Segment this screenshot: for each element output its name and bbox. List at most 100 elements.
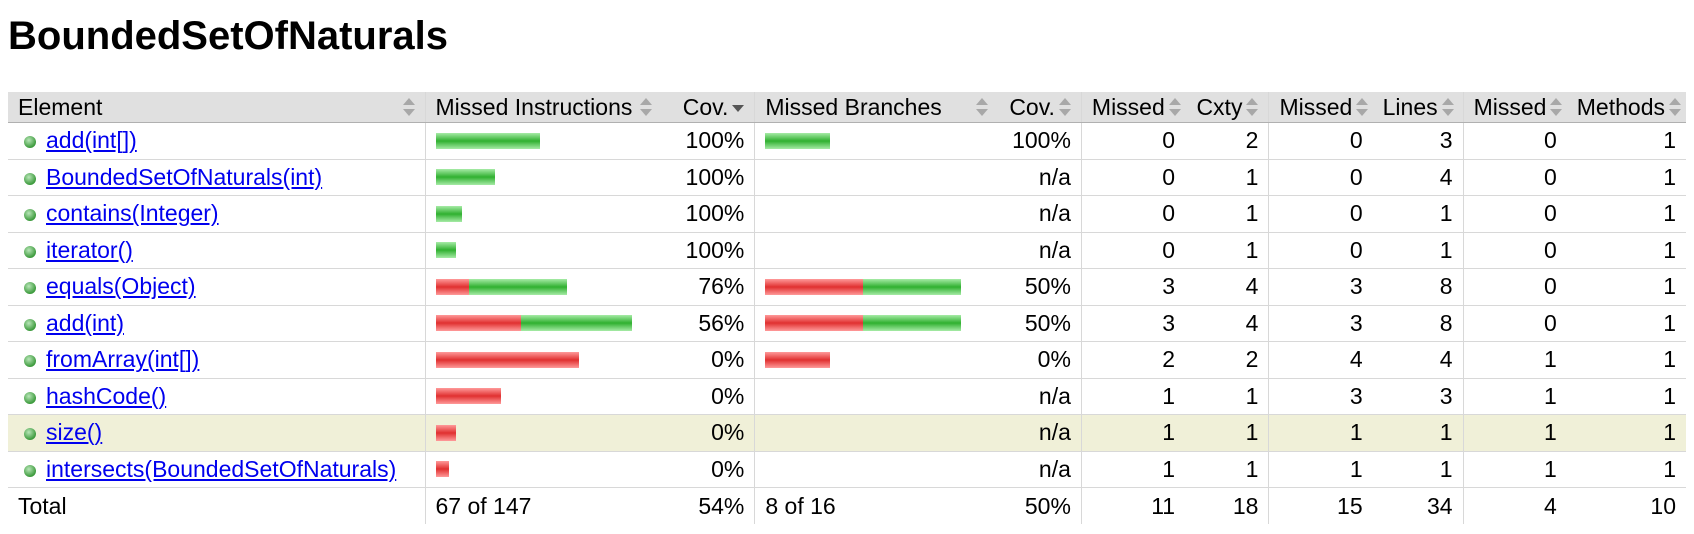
cxty-cell: 1	[1185, 195, 1269, 233]
element-cell: contains(Integer)	[8, 195, 426, 233]
lines-cell: 3	[1372, 378, 1464, 415]
col-lines[interactable]: Lines	[1372, 92, 1464, 123]
col-missed-lines[interactable]: Missed	[1268, 92, 1373, 123]
missed-lines-cell: 3	[1268, 305, 1373, 342]
missed-instructions-cell	[424, 195, 663, 233]
total-instructions: 67 of 147	[424, 487, 663, 524]
missed-methods-cell: 1	[1462, 451, 1567, 488]
element-link[interactable]: BoundedSetOfNaturals(int)	[46, 163, 323, 190]
element-link[interactable]: fromArray(int[])	[46, 346, 200, 373]
col-missed-cxty[interactable]: Missed	[1080, 92, 1186, 123]
missed-bar-segment	[435, 424, 456, 441]
missed-methods-cell: 0	[1462, 305, 1567, 342]
lines-cell: 8	[1372, 305, 1464, 342]
cxty-cell: 2	[1185, 122, 1269, 160]
cxty-cell: 4	[1185, 305, 1269, 342]
total-branch-cov: 50%	[1024, 492, 1071, 519]
missed-methods-cell: 0	[1462, 268, 1567, 306]
coverage-table: Element Missed Instructions Cov. Missed …	[8, 92, 1686, 524]
coverage-bar	[435, 242, 653, 259]
col-cxty[interactable]: Cxty	[1185, 92, 1269, 123]
element-link[interactable]: equals(Object)	[46, 273, 196, 300]
methods-cell: 1	[1566, 195, 1686, 233]
branch-cov-cell: 0%	[997, 341, 1082, 379]
coverage-bar	[765, 278, 987, 295]
missed-branches-cell	[754, 378, 998, 415]
missed-cxty-cell: 3	[1080, 268, 1186, 306]
element-cell: iterator()	[8, 232, 426, 269]
coverage-bar	[765, 132, 987, 149]
missed-methods-cell: 1	[1462, 378, 1567, 415]
coverage-bar	[435, 424, 653, 441]
element-link[interactable]: contains(Integer)	[46, 200, 219, 227]
element-cell: equals(Object)	[8, 268, 426, 306]
sort-icon	[975, 98, 988, 116]
missed-cxty-cell: 1	[1080, 378, 1186, 415]
missed-branches-cell	[754, 122, 998, 160]
element-link[interactable]: iterator()	[46, 236, 133, 263]
instr-cov-cell: 76%	[662, 268, 755, 306]
col-missed-instructions[interactable]: Missed Instructions	[424, 92, 663, 123]
col-branch-cov[interactable]: Cov.	[997, 92, 1082, 123]
missed-instructions-cell	[424, 378, 663, 415]
methods-cell: 1	[1566, 414, 1686, 452]
lines-cell: 3	[1372, 122, 1464, 160]
missed-bar-segment	[765, 315, 864, 332]
element-link[interactable]: add(int)	[46, 309, 124, 336]
total-cxty: 18	[1232, 492, 1259, 519]
method-icon	[24, 282, 36, 295]
total-label: Total	[18, 492, 67, 519]
col-element[interactable]: Element	[8, 92, 426, 123]
instr-cov-cell: 100%	[662, 159, 755, 196]
covered-bar-segment	[435, 205, 462, 222]
missed-cxty-cell: 1	[1080, 451, 1186, 488]
missed-bar-segment	[435, 278, 469, 295]
missed-instructions-cell	[424, 341, 663, 379]
total-missed-cxty: 11	[1080, 487, 1186, 524]
methods-cell: 1	[1566, 122, 1686, 160]
missed-branches-cell	[754, 159, 998, 196]
covered-bar-segment	[863, 315, 962, 332]
table-row: hashCode() 0% n/a 1 1 3 3 1 1	[8, 378, 1686, 415]
covered-bar-segment	[468, 278, 567, 295]
branch-cov-cell: n/a	[997, 378, 1082, 415]
col-missed-methods[interactable]: Missed	[1462, 92, 1567, 123]
table-row: BoundedSetOfNaturals(int) 100% n/a 0 1 0 4 0 1	[8, 159, 1686, 196]
lines-cell: 4	[1372, 341, 1464, 379]
coverage-bar	[435, 169, 653, 186]
instr-cov-cell: 0%	[662, 451, 755, 488]
missed-bar-segment	[435, 461, 449, 478]
table-row: contains(Integer) 100% n/a 0 1 0 1 0 1	[8, 195, 1686, 233]
element-link[interactable]: add(int[])	[46, 127, 137, 154]
sort-icon	[1668, 98, 1682, 116]
missed-instructions-cell	[424, 451, 663, 488]
instr-cov-cell: 0%	[662, 414, 755, 452]
lines-cell: 1	[1372, 195, 1464, 233]
table-row: fromArray(int[]) 0% 0% 2 2 4 4 1 1	[8, 341, 1686, 379]
element-link[interactable]: size()	[46, 419, 103, 446]
total-missed-methods: 4	[1462, 487, 1567, 524]
covered-bar-segment	[863, 278, 962, 295]
col-methods[interactable]: Methods	[1566, 92, 1686, 123]
missed-cxty-cell: 2	[1080, 341, 1186, 379]
method-icon	[24, 391, 36, 404]
table-row: equals(Object) 76% 50% 3 4 3 8 0 1	[8, 268, 1686, 306]
total-methods: 10	[1650, 492, 1676, 519]
total-branches: 8 of 16	[754, 487, 998, 524]
coverage-bar	[435, 278, 653, 295]
page-title: BoundedSetOfNaturals	[8, 14, 449, 58]
element-link[interactable]: intersects(BoundedSetOfNaturals)	[46, 455, 397, 482]
branch-cov-cell: n/a	[997, 232, 1082, 269]
branch-cov-cell: 50%	[997, 268, 1082, 306]
cxty-cell: 1	[1185, 378, 1269, 415]
table-row: add(int) 56% 50% 3 4 3 8 0 1	[8, 305, 1686, 342]
cxty-cell: 4	[1185, 268, 1269, 306]
col-instr-cov[interactable]: Cov.	[662, 92, 755, 123]
missed-bar-segment	[765, 278, 864, 295]
element-cell: add(int[])	[8, 122, 426, 160]
missed-bar-segment	[435, 388, 501, 405]
element-link[interactable]: hashCode()	[46, 382, 167, 409]
col-missed-branches[interactable]: Missed Branches	[754, 92, 998, 123]
missed-lines-cell: 3	[1268, 378, 1373, 415]
branch-cov-cell: n/a	[997, 159, 1082, 196]
